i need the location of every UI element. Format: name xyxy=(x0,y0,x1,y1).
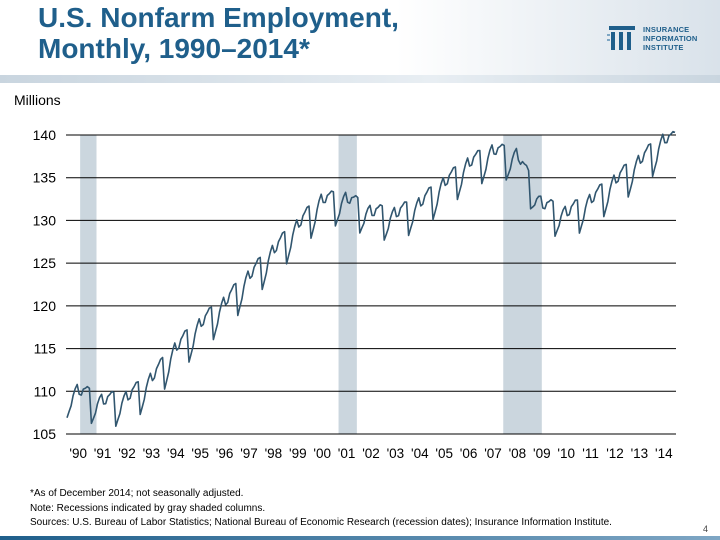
header-divider xyxy=(0,75,720,83)
x-tick-label-2001: '01 xyxy=(338,446,356,461)
x-tick-label-1995: '95 xyxy=(191,446,209,461)
header-band: U.S. Nonfarm Employment, Monthly, 1990–2… xyxy=(0,0,720,75)
x-tick-label-2007: '07 xyxy=(484,446,502,461)
x-tick-label-1990: '90 xyxy=(69,446,87,461)
x-tick-label-2014: '14 xyxy=(655,446,673,461)
x-tick-label-1993: '93 xyxy=(143,446,161,461)
footnote-asof: *As of December 2014; not seasonally adj… xyxy=(30,488,244,499)
x-tick-label-2002: '02 xyxy=(362,446,380,461)
logo-text-line-1: INSURANCE xyxy=(643,25,690,34)
page-title: U.S. Nonfarm Employment, Monthly, 1990–2… xyxy=(38,2,399,64)
y-tick-label-140: 140 xyxy=(33,127,57,143)
x-tick-label-1999: '99 xyxy=(289,446,307,461)
y-tick-label-135: 135 xyxy=(33,170,57,186)
x-tick-label-1996: '96 xyxy=(216,446,234,461)
recession-band-1 xyxy=(80,135,97,434)
footnote-recessions: Note: Recessions indicated by gray shade… xyxy=(30,502,266,514)
x-tick-label-2009: '09 xyxy=(533,446,551,461)
employment-line-chart: 140 135 130 125 120 115 110 105 '90 '91 '92 '93 '94 '… xyxy=(33,127,676,461)
y-axis-unit-label: Millions xyxy=(14,92,61,108)
x-tick-label-2010: '10 xyxy=(557,446,575,461)
logo-text-line-2: INFORMATION xyxy=(643,34,698,43)
x-tick-label-1997: '97 xyxy=(240,446,258,461)
footnote-sources: Sources: U.S. Bureau of Labor Statistics… xyxy=(30,517,612,528)
title-line-1: U.S. Nonfarm Employment, xyxy=(38,2,399,33)
page-number: 4 xyxy=(703,524,709,534)
y-tick-label-105: 105 xyxy=(33,426,57,442)
x-tick-label-1994: '94 xyxy=(167,446,185,461)
recession-band-3 xyxy=(503,135,542,434)
footer-bar xyxy=(0,536,720,540)
footnotes: *As of December 2014; not seasonally adj… xyxy=(30,487,612,531)
x-tick-label-1998: '98 xyxy=(265,446,283,461)
y-tick-label-120: 120 xyxy=(33,298,57,314)
x-tick-label-2004: '04 xyxy=(411,446,429,461)
x-tick-label-2011: '11 xyxy=(582,446,599,461)
series-line-nonfarm-employment xyxy=(66,130,676,428)
y-tick-label-110: 110 xyxy=(34,383,57,399)
y-tick-label-130: 130 xyxy=(33,212,57,228)
recession-band-2 xyxy=(338,135,357,434)
x-tick-label-2000: '00 xyxy=(313,446,331,461)
x-tick-label-2012: '12 xyxy=(606,446,624,461)
x-tick-label-2013: '13 xyxy=(631,446,649,461)
x-tick-label-2005: '05 xyxy=(435,446,453,461)
x-tick-label-2003: '03 xyxy=(387,446,405,461)
x-tick-label-2006: '06 xyxy=(460,446,478,461)
x-tick-label-1992: '92 xyxy=(118,446,136,461)
title-line-2: Monthly, 1990–2014* xyxy=(38,33,310,64)
iii-logo: INSURANCE INFORMATION INSTITUTE xyxy=(607,24,713,58)
x-tick-label-1991: '91 xyxy=(94,446,112,461)
y-tick-label-115: 115 xyxy=(34,341,57,357)
x-tick-label-2008: '08 xyxy=(509,446,527,461)
y-tick-label-125: 125 xyxy=(33,255,57,271)
logo-text: INSURANCE INFORMATION INSTITUTE xyxy=(643,25,698,52)
iii-logo-icon xyxy=(607,26,635,50)
logo-text-line-3: INSTITUTE xyxy=(643,43,684,52)
